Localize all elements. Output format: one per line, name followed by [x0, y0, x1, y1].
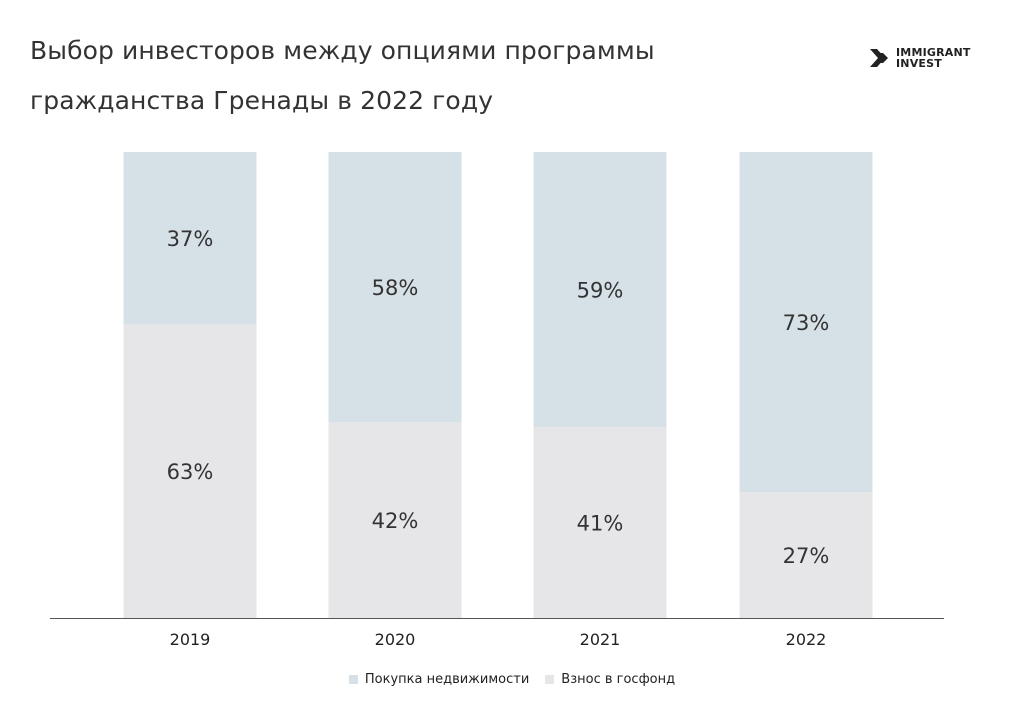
- data-label-fund-2020: 42%: [372, 509, 419, 533]
- x-tick-label-2020: 2020: [375, 630, 416, 649]
- data-label-fund-2021: 41%: [577, 511, 624, 535]
- data-label-real-estate-2020: 58%: [372, 276, 419, 300]
- legend-item-real-estate: Покупка недвижимости: [348, 672, 530, 687]
- bar-real-estate-2021: [533, 152, 667, 427]
- bar-real-estate-2020: [328, 152, 462, 423]
- legend-swatch-real-estate: [348, 675, 358, 684]
- legend-label-real-estate: Покупка недвижимости: [364, 672, 530, 687]
- data-label-real-estate-2019: 37%: [167, 227, 214, 251]
- bar-real-estate-2022: [739, 152, 873, 493]
- brand-name-line-1: IMMIGRANT: [896, 46, 971, 59]
- data-label-real-estate-2022: 73%: [783, 311, 830, 335]
- chart-title: Выбор инвесторов между опциями программы…: [30, 26, 790, 126]
- brand-name-line-2: INVEST: [896, 57, 942, 70]
- double-chevron-right-icon: [870, 49, 888, 67]
- legend-item-fund: Взнос в госфонд: [545, 672, 675, 687]
- chart-title-line-2: гражданства Гренады в 2022 году: [30, 86, 494, 115]
- x-tick-label-2019: 2019: [170, 630, 211, 649]
- x-tick-label-2022: 2022: [786, 630, 827, 649]
- brand-name: IMMIGRANT INVEST: [896, 47, 971, 69]
- bar-fund-2021: [533, 426, 667, 618]
- data-label-real-estate-2021: 59%: [577, 278, 624, 302]
- bar-fund-2022: [739, 492, 873, 618]
- bar-fund-2019: [123, 324, 257, 618]
- chart-title-line-1: Выбор инвесторов между опциями программы: [30, 36, 655, 65]
- data-label-fund-2019: 63%: [167, 460, 214, 484]
- bar-real-estate-2019: [123, 152, 257, 325]
- bar-fund-2020: [328, 422, 462, 618]
- chart-legend: Покупка недвижимости Взнос в госфонд: [0, 672, 1024, 687]
- x-tick-label-2021: 2021: [580, 630, 621, 649]
- legend-swatch-fund: [545, 675, 555, 684]
- brand-logo: IMMIGRANT INVEST: [868, 44, 971, 72]
- legend-label-fund: Взнос в госфонд: [561, 672, 676, 687]
- data-label-fund-2022: 27%: [783, 544, 830, 568]
